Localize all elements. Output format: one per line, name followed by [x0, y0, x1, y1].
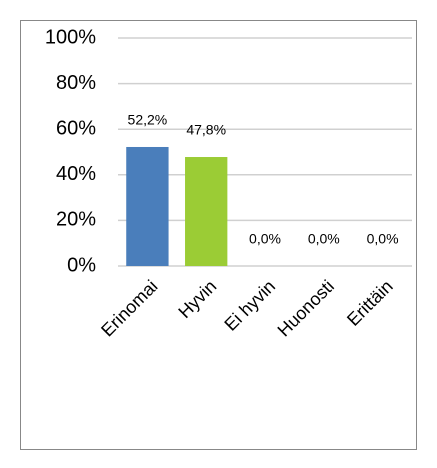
- bar: [126, 146, 169, 266]
- value-label: 0,0%: [308, 231, 340, 247]
- y-tick-label: 0%: [67, 254, 96, 276]
- y-tick-label: 60%: [56, 117, 96, 139]
- value-label: 0,0%: [249, 231, 281, 247]
- y-tick-label: 40%: [56, 163, 96, 185]
- y-tick-label: 20%: [56, 209, 96, 231]
- bar: [185, 157, 228, 266]
- value-label: 0,0%: [367, 231, 399, 247]
- value-label: 52,2%: [128, 112, 168, 128]
- value-label: 47,8%: [186, 122, 226, 138]
- y-tick-label: 100%: [45, 26, 96, 48]
- y-tick-label: 80%: [56, 72, 96, 94]
